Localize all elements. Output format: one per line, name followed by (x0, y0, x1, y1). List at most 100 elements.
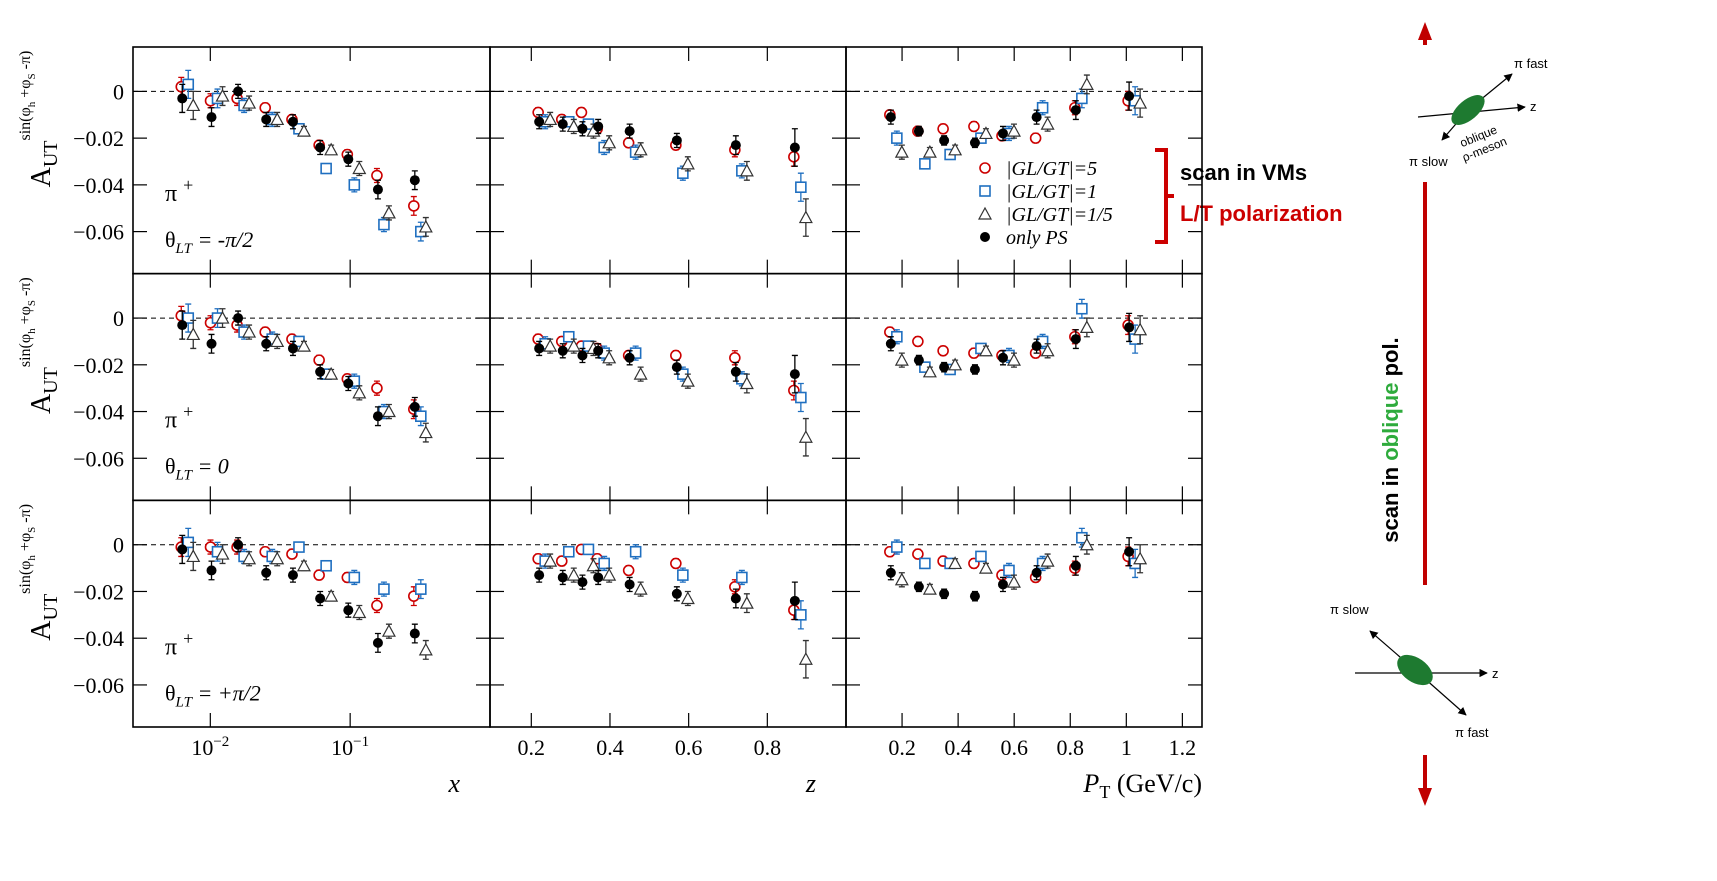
point (1070, 560, 1081, 571)
point (671, 135, 682, 146)
point (270, 551, 285, 565)
point (378, 583, 390, 595)
annotation: scan in VMs (1180, 160, 1307, 185)
point (680, 156, 695, 170)
point (186, 549, 201, 563)
point (534, 570, 545, 581)
scan-label-part: pol. (1378, 337, 1403, 382)
point (969, 137, 980, 148)
point (352, 161, 367, 175)
point (948, 357, 963, 371)
point (1133, 95, 1148, 109)
point (557, 119, 568, 130)
y-tick-label: −0.04 (73, 626, 124, 651)
y-axis-label-main: A (26, 166, 57, 187)
point (633, 581, 648, 595)
theta-symbol: θ (165, 454, 176, 479)
point (287, 570, 298, 581)
point (913, 355, 924, 366)
diagram: scan in oblique pol. π fast π slow z obl… (1330, 22, 1548, 806)
point (315, 366, 326, 377)
theta-symbol: θ (165, 680, 176, 705)
y-axis-label: AUT sin(φh +φS -π) (17, 51, 62, 188)
point (798, 429, 813, 443)
point (1006, 123, 1021, 137)
particle: π (165, 181, 177, 207)
point (293, 541, 305, 553)
point (789, 142, 800, 153)
particle-label: π + (165, 628, 193, 660)
point (1079, 320, 1094, 334)
point (593, 572, 604, 583)
legend-label: only PS (1006, 227, 1068, 249)
point (593, 121, 604, 132)
point (919, 557, 931, 570)
x-axis-label-main: x (447, 769, 460, 798)
point (1031, 112, 1042, 123)
point (948, 556, 963, 570)
point (1133, 322, 1148, 336)
y-axis-label-main: A (26, 620, 57, 641)
y-tick-label: 0 (113, 79, 124, 104)
point (566, 119, 581, 133)
point (543, 553, 558, 567)
point (315, 142, 326, 153)
y-axis-label-sup: +φ (17, 79, 34, 101)
point (534, 343, 545, 354)
x-tick-label: 1 (1121, 735, 1132, 760)
y-axis-label-sup: h (26, 555, 38, 561)
point (315, 593, 326, 604)
y-tick-label: −0.06 (73, 220, 124, 245)
point (372, 184, 383, 195)
point (739, 376, 754, 390)
particle-label: π + (165, 402, 193, 434)
point (885, 338, 896, 349)
point (894, 572, 909, 586)
y-tick-label: −0.06 (73, 446, 124, 471)
arrow-head (1418, 22, 1432, 40)
x-axis-label: PT (GeV/c) (1082, 769, 1202, 802)
y-axis-label-sub: UT (40, 367, 62, 394)
label: π slow (1409, 154, 1448, 169)
x-tick-label-base: 0.6 (675, 735, 703, 760)
label: π fast (1455, 725, 1489, 740)
point (1040, 553, 1055, 567)
point (729, 580, 741, 593)
x-axis-label-sub: T (1099, 782, 1110, 802)
y-tick-label: −0.04 (73, 173, 124, 198)
point (582, 543, 595, 556)
y-tick-label: 0 (113, 306, 124, 331)
legend-label: |GL/GT|=1/5 (1006, 204, 1113, 226)
y-axis-label-sup: h (26, 328, 38, 334)
point (371, 599, 383, 612)
point (1031, 567, 1042, 578)
particle: π (165, 408, 177, 434)
point (242, 95, 257, 109)
point (408, 200, 420, 212)
point (912, 548, 924, 560)
panel-frame (132, 272, 491, 502)
point (1133, 551, 1148, 565)
point (939, 135, 950, 146)
point (1070, 334, 1081, 345)
theta-rest: = 0 (192, 454, 229, 479)
point (948, 142, 963, 156)
point (1124, 546, 1135, 557)
point (381, 623, 396, 637)
point (577, 577, 588, 588)
y-tick-label: −0.02 (73, 353, 124, 378)
y-axis-label-sup: +φ (17, 533, 34, 555)
point (242, 324, 257, 338)
point (557, 572, 568, 583)
point (261, 338, 272, 349)
point (372, 637, 383, 648)
y-axis-label-sup: S (26, 300, 38, 306)
point (259, 101, 272, 114)
x-tick-label-base: 10 (331, 735, 353, 760)
point (575, 106, 588, 119)
x-axis-label: x (447, 769, 460, 798)
point (997, 352, 1008, 363)
point (186, 327, 201, 341)
x-tick-label-base: 0.2 (888, 735, 916, 760)
